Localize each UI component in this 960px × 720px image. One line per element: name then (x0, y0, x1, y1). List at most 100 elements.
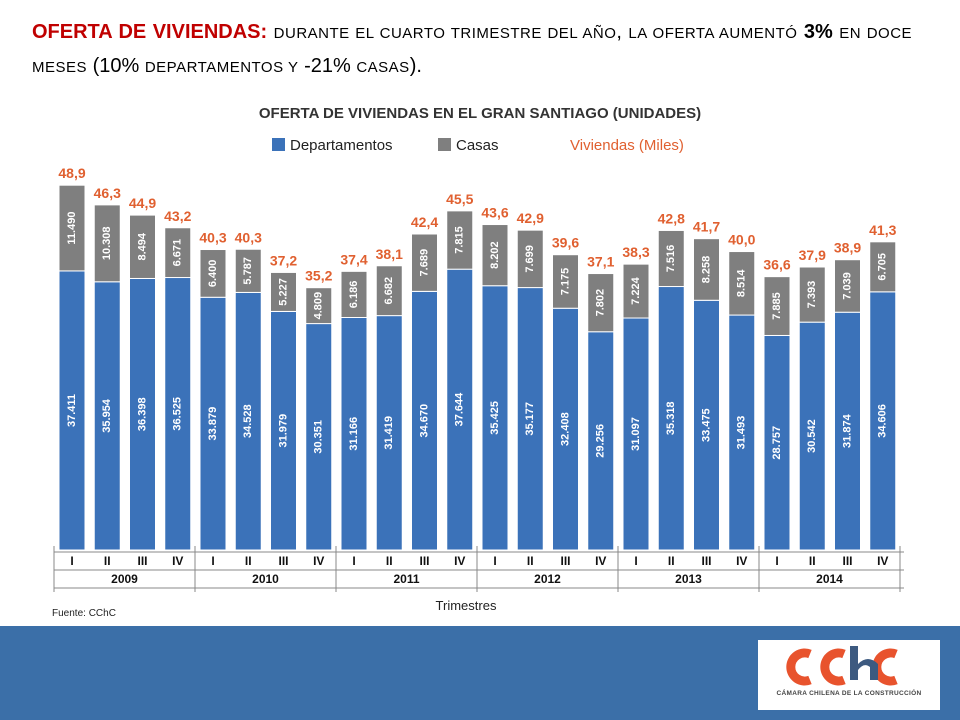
source-label: Fuente: CChC (52, 608, 116, 619)
cchc-logo: cchc CÁMARA CHILENA DE LA CONSTRUCCIÓN (758, 640, 940, 710)
label-casas: 7.393 (806, 281, 818, 309)
label-departamentos: 36.398 (137, 397, 149, 431)
bar-casas (552, 254, 579, 309)
label-viviendas: 38,3 (622, 244, 649, 260)
label-viviendas: 45,5 (446, 191, 473, 207)
label-casas: 7.802 (595, 289, 607, 317)
bar-casas (869, 241, 897, 293)
x-axis-table: I II III IV I II III IV I II III IV I II III IV I II III IV… (53, 546, 904, 592)
label-departamentos: 31.097 (630, 417, 642, 451)
label-viviendas: 37,1 (587, 254, 614, 270)
label-casas: 7.885 (771, 292, 783, 320)
label-casas: 7.699 (524, 245, 536, 273)
headline-part1: durante el cuarto trimestre del año (273, 25, 617, 42)
x-tick-quarter: III (842, 554, 852, 568)
bar-departamentos (375, 315, 403, 551)
x-tick-quarter: IV (454, 554, 465, 568)
label-departamentos: 30.351 (313, 420, 325, 454)
x-tick-quarter: IV (313, 554, 324, 568)
label-departamentos: 32.408 (560, 412, 572, 446)
bar-departamentos (587, 331, 615, 551)
bar-casas (834, 259, 861, 313)
headline-part4: departamentos y (144, 59, 299, 76)
bar-casas (516, 229, 544, 289)
bar-casas (587, 273, 615, 333)
label-casas: 6.400 (207, 260, 219, 288)
label-departamentos: 31.874 (842, 413, 854, 448)
bar-casas (622, 263, 650, 319)
headline-pct-depto: 10% (99, 55, 140, 77)
headline-part5: casas (356, 59, 410, 76)
cchc-logo-text: cchc (758, 640, 761, 641)
bar-departamentos (199, 296, 227, 551)
label-viviendas: 38,1 (376, 246, 403, 262)
label-departamentos: 34.606 (877, 404, 889, 438)
x-tick-quarter: II (809, 554, 816, 568)
x-tick-quarter: II (527, 554, 534, 568)
label-casas: 8.514 (736, 269, 748, 297)
label-departamentos: 37.644 (454, 392, 466, 427)
x-tick-year: 2010 (252, 572, 279, 586)
x-tick-quarter: III (560, 554, 570, 568)
label-casas: 5.227 (278, 278, 290, 306)
x-tick-quarter: IV (595, 554, 606, 568)
bar-departamentos (798, 321, 826, 551)
label-departamentos: 31.493 (736, 416, 748, 450)
bar-departamentos (763, 334, 791, 551)
label-viviendas: 42,9 (517, 210, 544, 226)
bar-departamentos (481, 285, 509, 551)
x-tick-quarter: I (493, 554, 496, 568)
x-tick-quarter: II (245, 554, 252, 568)
label-departamentos: 33.879 (207, 407, 219, 441)
label-viviendas: 42,4 (411, 214, 438, 230)
legend-swatch-departamentos (272, 138, 285, 151)
headline-lead: OFERTA DE VIVIENDAS: (32, 21, 268, 43)
label-casas: 6.671 (172, 239, 184, 267)
bar-casas (199, 249, 227, 298)
label-viviendas: 43,2 (164, 208, 191, 224)
label-casas: 5.787 (242, 257, 254, 285)
headline-pct-casas: -21% (304, 55, 351, 77)
x-tick-quarter: III (137, 554, 147, 568)
headline-part3: en doce meses (32, 25, 913, 76)
x-tick-year: 2009 (111, 572, 138, 586)
x-tick-quarter: I (352, 554, 355, 568)
x-tick-quarter: I (634, 554, 637, 568)
label-viviendas: 48,9 (58, 165, 85, 181)
label-viviendas: 40,3 (235, 229, 262, 245)
x-tick-quarter: I (70, 554, 73, 568)
x-tick-quarter: II (386, 554, 393, 568)
bar-casas (481, 224, 509, 287)
label-viviendas: 35,2 (305, 268, 332, 284)
label-departamentos: 28.757 (771, 426, 783, 460)
label-casas: 8.494 (137, 232, 149, 260)
label-viviendas: 41,7 (693, 219, 720, 235)
x-tick-year: 2011 (393, 572, 419, 586)
bar-casas (728, 251, 756, 316)
chart-title: OFERTA DE VIVIENDAS EN EL GRAN SANTIAGO … (259, 105, 701, 122)
label-departamentos: 35.177 (524, 402, 536, 436)
legend-label-casas: Casas (456, 137, 499, 154)
label-viviendas: 41,3 (869, 222, 896, 238)
label-departamentos: 33.475 (701, 408, 713, 442)
label-casas: 4.809 (313, 292, 325, 320)
x-tick-quarter: III (278, 554, 288, 568)
bar-casas (375, 265, 403, 317)
label-departamentos: 35.425 (489, 401, 501, 435)
label-viviendas: 44,9 (129, 195, 156, 211)
label-casas: 7.039 (842, 272, 854, 300)
bar-departamentos (693, 299, 720, 551)
bar-casas (129, 214, 156, 279)
bar-casas (411, 233, 438, 292)
bar-casas (446, 210, 474, 270)
x-tick-quarter: IV (736, 554, 747, 568)
bar-casas (270, 271, 297, 312)
label-viviendas: 39,6 (552, 235, 579, 251)
x-tick-quarter: II (104, 554, 111, 568)
bar-departamentos (728, 314, 756, 551)
label-viviendas: 38,9 (834, 240, 861, 256)
label-viviendas: 37,4 (340, 251, 367, 267)
label-casas: 7.224 (630, 276, 642, 304)
label-viviendas: 46,3 (94, 185, 121, 201)
label-casas: 6.682 (383, 277, 395, 305)
